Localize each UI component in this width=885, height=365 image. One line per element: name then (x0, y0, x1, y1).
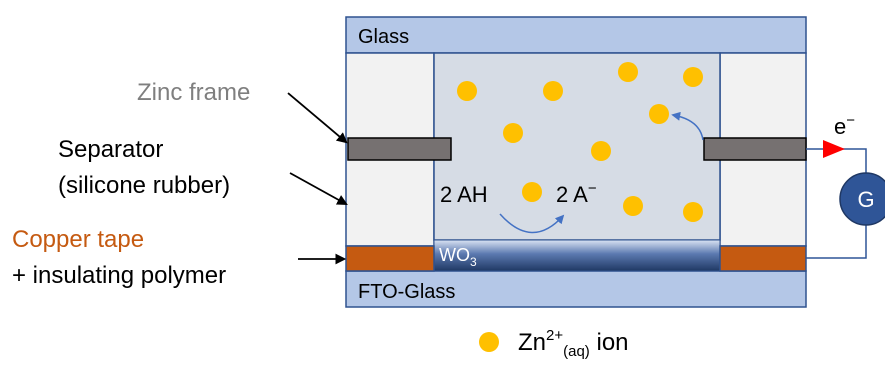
zn-ion (522, 182, 542, 202)
zinc-frame-pointer (287, 92, 348, 144)
legend: Zn2+(aq) ion (479, 327, 629, 360)
zinc-frame-label: Zinc frame (137, 79, 250, 106)
reaction-reactant-label: 2 AH (440, 182, 488, 207)
reaction-product-label: 2 A− (556, 180, 597, 207)
zn-ion (591, 141, 611, 161)
electron-arrow-icon (823, 140, 845, 158)
zn-ion (683, 202, 703, 222)
separator-label-line2: (silicone rubber) (58, 172, 230, 199)
reaction-arrow (499, 213, 565, 234)
copper-tape-right (719, 245, 807, 272)
zn-ion (457, 81, 477, 101)
bottom-glass-label: FTO-Glass (358, 281, 455, 303)
zn-ion (649, 104, 669, 124)
top-glass (345, 16, 807, 54)
zn-ion (623, 196, 643, 216)
top-glass-label: Glass (358, 26, 409, 48)
legend-ion-icon (479, 332, 499, 352)
galvanometer (839, 172, 885, 226)
zn-ions (457, 62, 703, 222)
ion-release-arrow (671, 111, 704, 141)
wo3-layer (433, 239, 721, 272)
galvanometer-label: G (857, 187, 874, 212)
copper-tape-label-line1: Copper tape (12, 226, 144, 253)
circuit-wire-bottom (806, 225, 867, 259)
copper-tape-label-line2: + insulating polymer (12, 262, 226, 289)
separator-label-line1: Separator (58, 136, 163, 163)
electron-label: e− (834, 112, 855, 139)
wo3-label: WO3 (439, 245, 477, 269)
electrolyte-chamber (433, 52, 721, 241)
separator-pointer (289, 172, 348, 206)
legend-label: Zn2+(aq) ion (518, 327, 629, 360)
zn-ion (618, 62, 638, 82)
zn-ion (543, 81, 563, 101)
bottom-glass (345, 270, 807, 308)
copper-tape-left (345, 245, 435, 272)
zn-ion (503, 123, 523, 143)
zinc-frame-left (347, 137, 452, 161)
zn-ion (683, 67, 703, 87)
zinc-frame-right (703, 137, 807, 161)
